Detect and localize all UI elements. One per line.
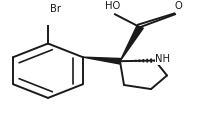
Text: O: O (174, 1, 182, 11)
Polygon shape (120, 26, 143, 61)
Text: Br: Br (50, 4, 61, 14)
Text: HO: HO (105, 1, 121, 11)
Polygon shape (83, 57, 121, 64)
Text: NH: NH (156, 54, 170, 64)
